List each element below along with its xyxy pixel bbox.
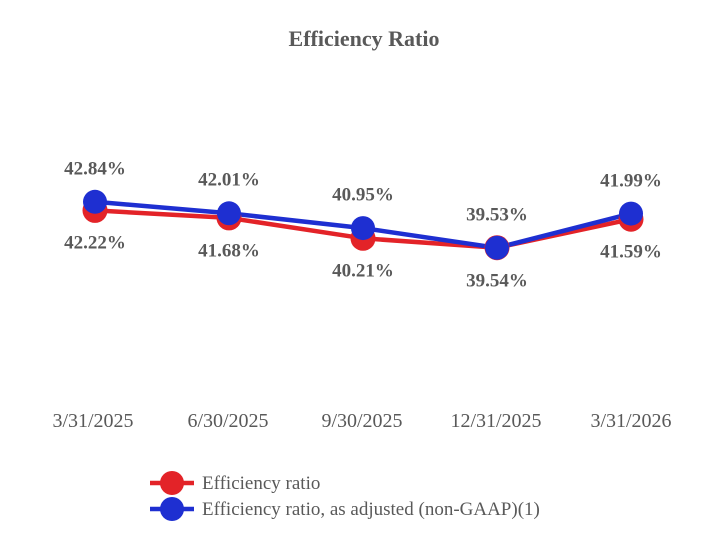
x-axis-label: 3/31/2025: [52, 410, 134, 432]
data-label: 41.59%: [600, 241, 662, 263]
legend-swatch-blue: [150, 497, 194, 521]
chart-title: Efficiency Ratio: [288, 26, 440, 51]
legend-marker-icon: [160, 471, 184, 495]
x-axis-label: 6/30/2025: [187, 410, 269, 432]
legend-swatch-red: [150, 471, 194, 495]
x-axis-label: 3/31/2026: [590, 410, 672, 432]
data-point-marker: [485, 235, 509, 260]
data-label: 42.22%: [64, 232, 126, 254]
data-label: 39.53%: [466, 204, 528, 226]
data-point-marker: [351, 216, 375, 241]
data-label: 41.99%: [600, 170, 662, 192]
legend-label: Efficiency ratio, as adjusted (non-GAAP)…: [202, 498, 540, 520]
data-point-marker: [217, 201, 241, 226]
data-label: 39.54%: [466, 270, 528, 292]
data-label: 41.68%: [198, 240, 260, 262]
data-label: 42.84%: [64, 158, 126, 180]
legend-marker-icon: [160, 497, 184, 521]
x-axis-label: 9/30/2025: [321, 410, 403, 432]
data-point-marker: [83, 189, 107, 214]
legend-label: Efficiency ratio: [202, 472, 321, 494]
x-axis-label: 12/31/2025: [450, 410, 542, 432]
legend-item-efficiency-ratio-adjusted: Efficiency ratio, as adjusted (non-GAAP)…: [150, 496, 540, 522]
data-point-marker: [619, 201, 643, 226]
legend-item-efficiency-ratio: Efficiency ratio: [150, 470, 540, 496]
legend: Efficiency ratio Efficiency ratio, as ad…: [150, 470, 540, 522]
data-label: 42.01%: [198, 169, 260, 191]
data-label: 40.95%: [332, 184, 394, 206]
data-label: 40.21%: [332, 260, 394, 282]
